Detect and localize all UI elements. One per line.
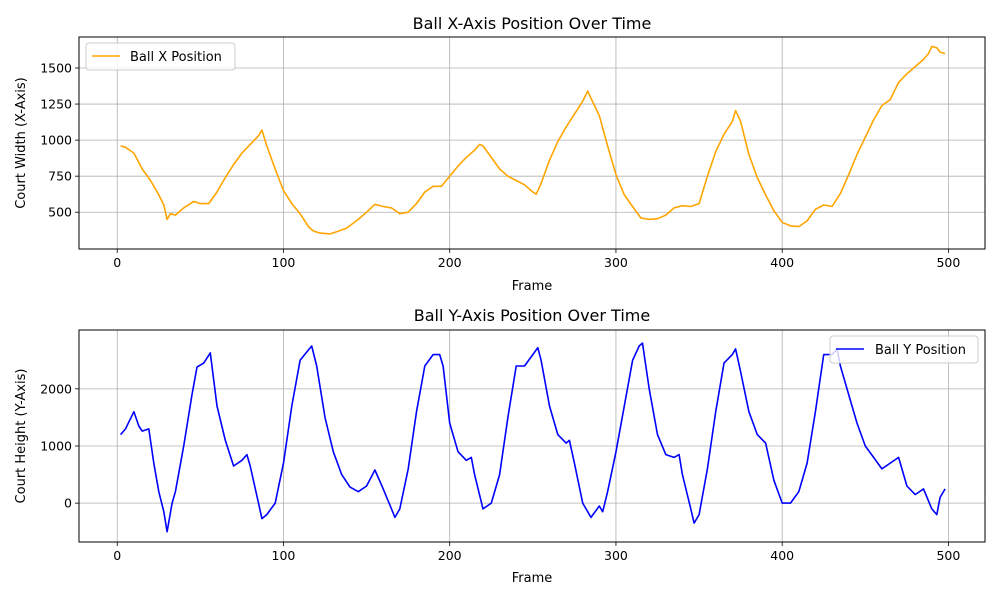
x-tick-label: 0 [113, 548, 121, 563]
axes-frame [78, 329, 986, 543]
legend-box [829, 335, 979, 364]
x-tick-label: 400 [770, 255, 794, 270]
y-tick-label: 1500 [40, 61, 72, 76]
legend-label: Ball Y Position [875, 343, 966, 358]
x-tick-label: 100 [272, 548, 296, 563]
y-tick-label: 500 [48, 205, 72, 220]
plot-area [79, 330, 985, 542]
x-tick-label: 200 [438, 255, 462, 270]
x-tick-label: 200 [438, 548, 462, 563]
x-tick-label: 400 [770, 548, 794, 563]
legend: Ball X Position [85, 42, 236, 71]
plot-area [79, 37, 985, 249]
chart-title: Ball X-Axis Position Over Time [413, 14, 652, 33]
x-position-chart: 0 100 200 300 400 500 500 750 1000 1250 1500 Ball … [14, 14, 986, 294]
x-tick-label: 300 [604, 255, 628, 270]
y-position-chart: 0 100 200 300 400 500 0 1000 2000 Ball Y-Axis Po… [14, 306, 986, 586]
y-tick-label: 1250 [40, 97, 72, 112]
x-tick-label: 0 [113, 255, 121, 270]
legend-box [85, 42, 236, 71]
y-tick-label: 750 [48, 169, 72, 184]
axes-frame [78, 36, 986, 250]
y-axis-label: Court Height (Y-Axis) [14, 369, 29, 504]
y-tick-label: 1000 [40, 439, 72, 454]
y-tick-label: 2000 [40, 381, 72, 396]
series-line [120, 45, 946, 235]
chart-title: Ball Y-Axis Position Over Time [414, 306, 650, 325]
series-line [119, 342, 946, 533]
x-tick-label: 300 [604, 548, 628, 563]
y-axis-label: Court Width (X-Axis) [14, 77, 29, 209]
x-axis-label: Frame [512, 279, 553, 294]
x-tick-label: 500 [936, 548, 960, 563]
legend-label: Ball X Position [130, 50, 222, 65]
legend: Ball Y Position [829, 335, 979, 364]
y-tick-label: 0 [64, 496, 72, 511]
x-axis-label: Frame [512, 571, 553, 586]
y-tick-label: 1000 [40, 133, 72, 148]
x-tick-label: 100 [272, 255, 296, 270]
x-tick-label: 500 [936, 255, 960, 270]
